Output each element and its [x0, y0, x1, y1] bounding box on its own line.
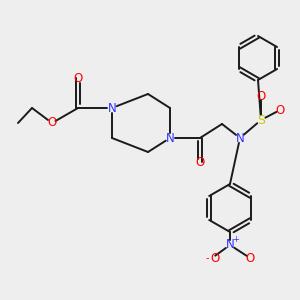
- Text: O: O: [74, 71, 82, 85]
- Text: -: -: [205, 253, 209, 263]
- Text: O: O: [210, 251, 220, 265]
- Text: O: O: [275, 103, 285, 116]
- Text: N: N: [108, 101, 116, 115]
- Text: O: O: [256, 89, 266, 103]
- Text: N: N: [166, 131, 174, 145]
- Text: +: +: [232, 236, 239, 244]
- Text: N: N: [226, 238, 234, 251]
- Text: O: O: [47, 116, 57, 130]
- Text: O: O: [195, 155, 205, 169]
- Text: S: S: [257, 113, 265, 127]
- Text: N: N: [236, 131, 244, 145]
- Text: O: O: [245, 251, 255, 265]
